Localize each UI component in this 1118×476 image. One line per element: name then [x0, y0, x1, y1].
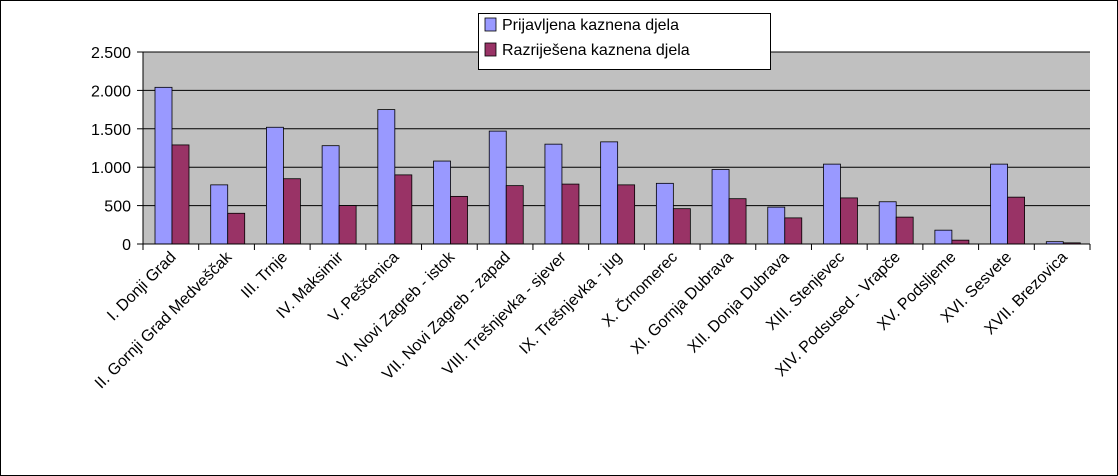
y-tick-label: 500 — [104, 199, 131, 216]
bar — [728, 198, 747, 245]
bar — [377, 109, 396, 245]
bar — [450, 195, 468, 245]
bar — [655, 182, 674, 245]
bar — [561, 183, 580, 245]
bar — [433, 160, 451, 245]
bar — [488, 130, 507, 245]
legend-swatch — [484, 17, 497, 32]
bar — [338, 205, 357, 245]
bar — [951, 239, 970, 245]
bar — [895, 216, 914, 245]
bar — [784, 217, 803, 245]
bar — [321, 145, 340, 245]
legend-label: Razriješena kaznena djela — [502, 42, 690, 59]
legend-label: Prijavljena kaznena djela — [502, 17, 679, 34]
bar — [544, 143, 563, 245]
bar — [672, 208, 691, 245]
bar — [210, 184, 229, 245]
y-tick-label: 1.500 — [91, 122, 131, 139]
y-tick-label: 0 — [122, 237, 131, 254]
legend — [478, 13, 771, 70]
bar — [878, 201, 897, 245]
bar — [227, 212, 246, 245]
bar — [266, 126, 284, 245]
bar — [990, 163, 1008, 245]
bar — [823, 163, 841, 245]
y-tick-label: 2.500 — [91, 45, 131, 62]
bar — [171, 144, 190, 245]
bar — [1007, 196, 1025, 245]
bar — [283, 178, 301, 245]
bar — [617, 184, 636, 245]
bar — [767, 206, 786, 245]
legend-swatch — [484, 42, 497, 57]
bar — [934, 229, 953, 245]
bar — [505, 185, 524, 245]
bar — [154, 86, 173, 245]
bar — [840, 197, 858, 245]
y-tick-label: 2.000 — [91, 83, 131, 100]
bar — [711, 169, 730, 245]
bar — [600, 141, 619, 245]
bar — [394, 174, 413, 245]
y-tick-label: 1.000 — [91, 160, 131, 177]
